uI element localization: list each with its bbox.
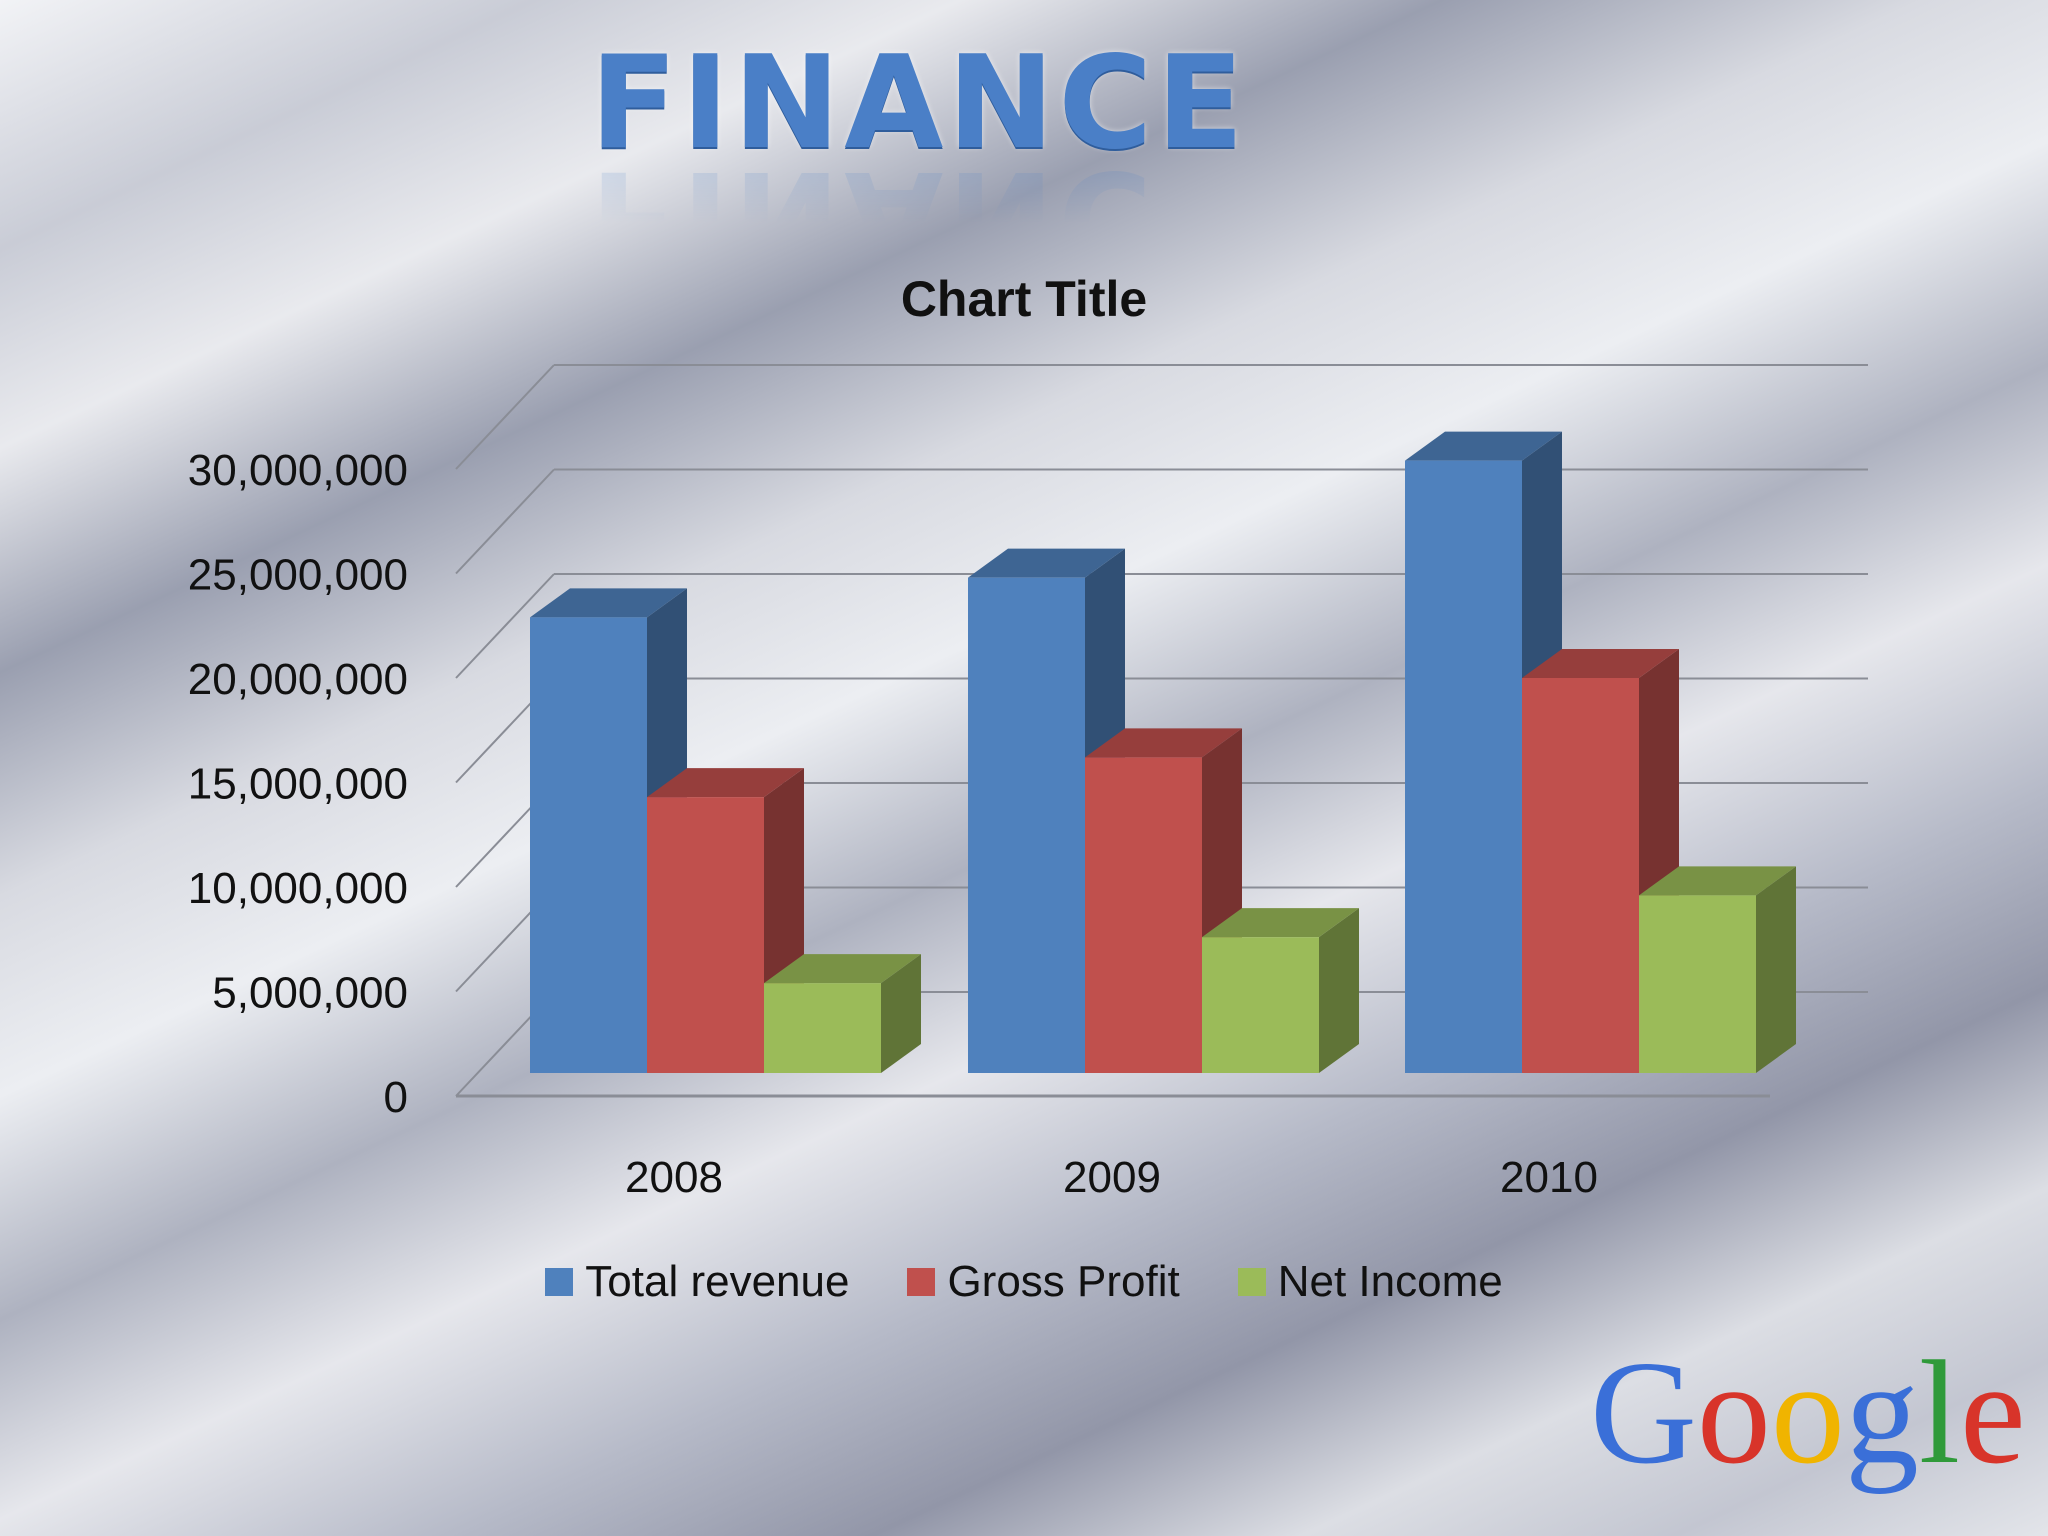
bar xyxy=(1202,908,1359,1073)
gridline-side xyxy=(455,573,555,679)
bar-top xyxy=(1405,431,1562,461)
bar-front xyxy=(1202,937,1319,1073)
bar-front xyxy=(1639,895,1756,1073)
bar xyxy=(764,954,921,1073)
bar-front xyxy=(647,797,764,1073)
bar-front xyxy=(530,617,647,1073)
y-tick-label: 20,000,000 xyxy=(188,655,408,704)
gridline-side xyxy=(455,364,555,470)
legend-item: Total revenue xyxy=(545,1257,849,1307)
y-tick-label: 5,000,000 xyxy=(212,969,408,1018)
bar-side xyxy=(1319,908,1359,1073)
chart-bars xyxy=(530,431,1796,1073)
chart-title: Chart Title xyxy=(901,271,1147,327)
bar-front xyxy=(1522,677,1639,1073)
bar-side xyxy=(881,954,921,1073)
y-tick-label: 25,000,000 xyxy=(188,551,408,600)
bar-top xyxy=(647,768,804,798)
bar-top xyxy=(764,954,921,984)
x-axis-tick-labels: 2008 2009 2010 xyxy=(625,1153,1598,1202)
y-tick-label: 15,000,000 xyxy=(188,760,408,809)
legend-item: Net Income xyxy=(1237,1257,1503,1307)
legend-label: Gross Profit xyxy=(947,1257,1180,1306)
bar-front xyxy=(968,577,1085,1073)
bar-side xyxy=(1756,866,1796,1073)
bar-top xyxy=(1522,648,1679,678)
bar-top xyxy=(1085,728,1242,758)
x-tick-label: 2010 xyxy=(1500,1153,1598,1202)
bar-top xyxy=(1639,866,1796,896)
legend-item: Gross Profit xyxy=(907,1257,1180,1307)
google-logo: Google xyxy=(1590,1340,2026,1495)
slide-title-group: FINANCE FINANCE xyxy=(590,29,1248,292)
slide-title: FINANCE xyxy=(590,29,1248,178)
y-tick-label: 10,000,000 xyxy=(188,864,408,913)
chart-legend: Total revenue Gross Profit Net Income xyxy=(0,1252,2048,1312)
bar-top xyxy=(968,548,1125,578)
google-logo-wordmark: Google xyxy=(1590,1340,2026,1495)
legend-label: Net Income xyxy=(1277,1257,1503,1306)
y-axis-tick-labels: 0 5,000,000 10,000,000 15,000,000 20,000,000… xyxy=(188,446,408,1122)
bar xyxy=(1639,866,1796,1073)
legend-swatch xyxy=(545,1268,574,1296)
bar-front xyxy=(1085,757,1202,1073)
gridline-side xyxy=(455,468,555,575)
legend-label: Total revenue xyxy=(585,1257,850,1306)
x-tick-label: 2008 xyxy=(625,1153,723,1202)
bar-front xyxy=(764,983,881,1073)
bar-front xyxy=(1405,460,1522,1073)
legend-swatch xyxy=(1237,1268,1266,1296)
y-tick-label: 0 xyxy=(384,1073,408,1122)
x-tick-label: 2009 xyxy=(1063,1153,1161,1202)
y-tick-label: 30,000,000 xyxy=(188,446,408,495)
bar-top xyxy=(530,588,687,618)
bar-top xyxy=(1202,908,1359,938)
legend-swatch xyxy=(907,1268,936,1296)
